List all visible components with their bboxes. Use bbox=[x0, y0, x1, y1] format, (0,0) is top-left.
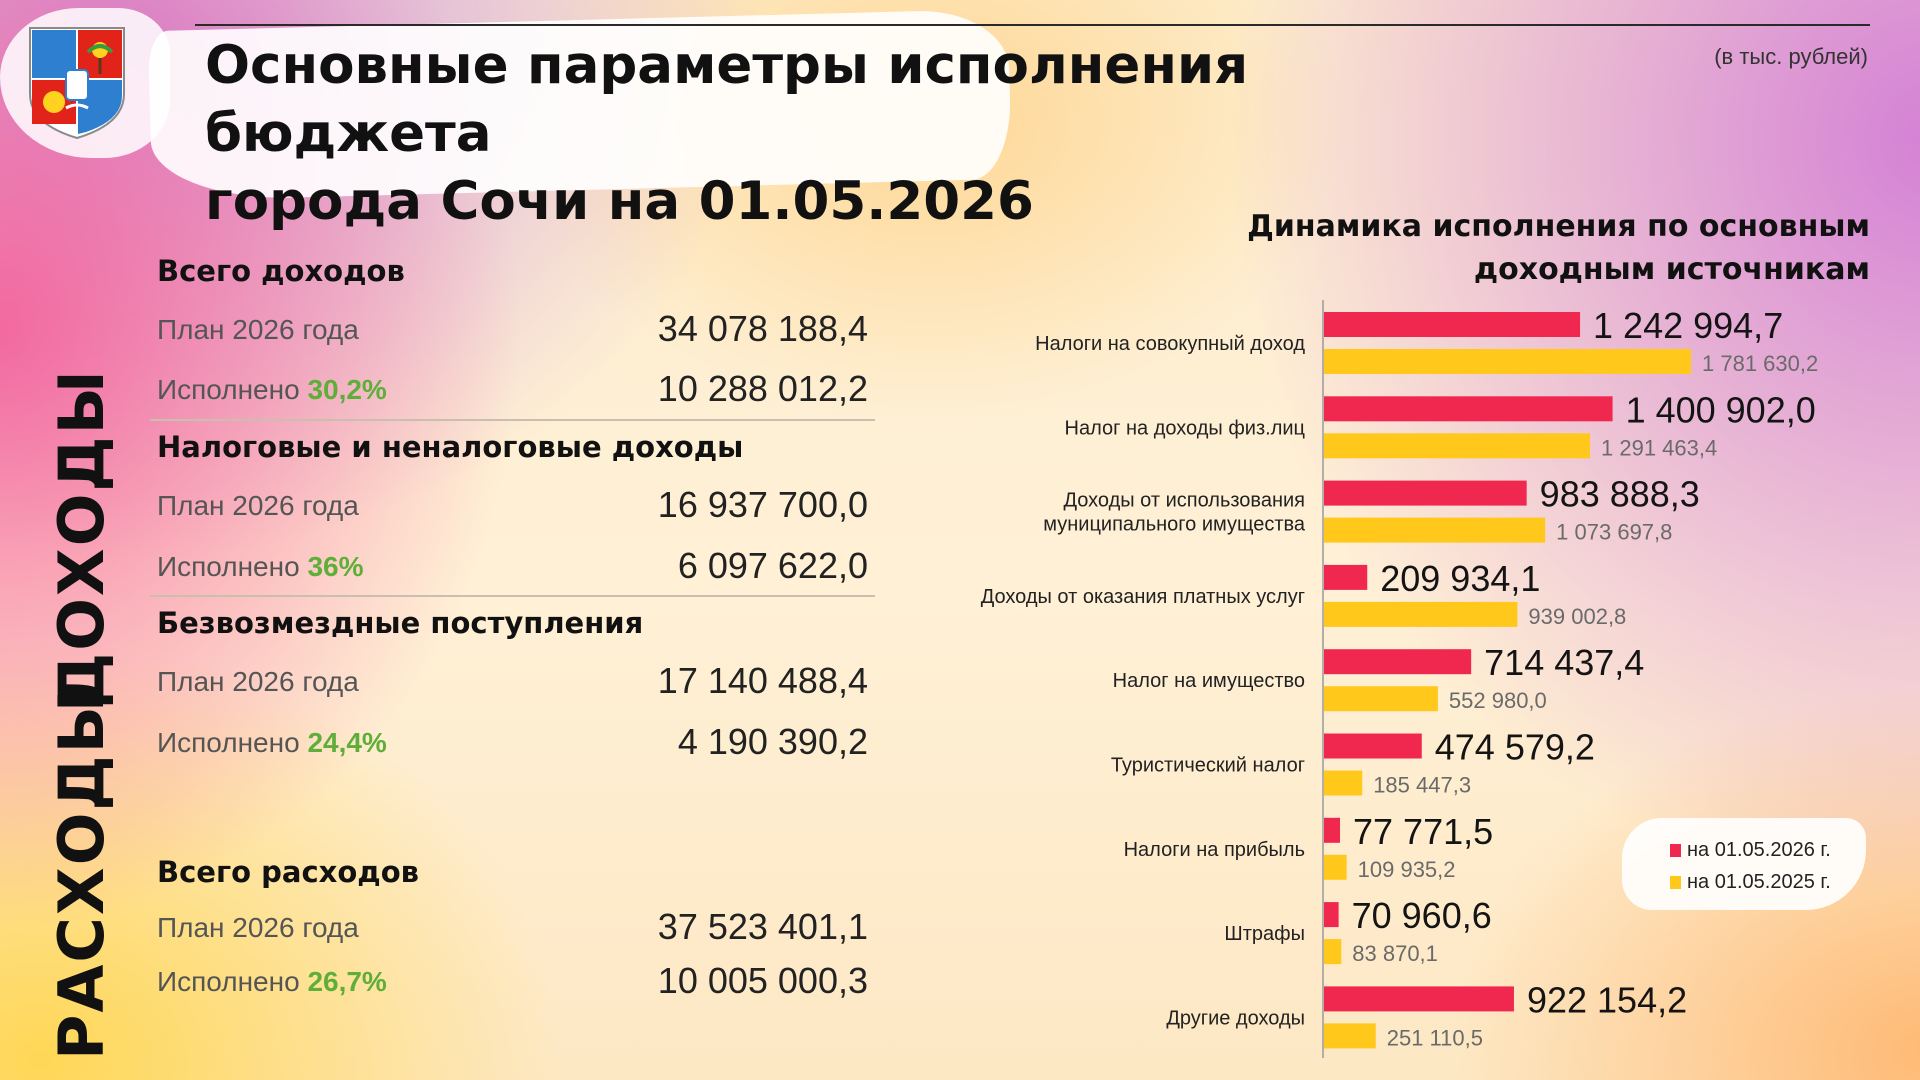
data-label-2025: 109 935,2 bbox=[1358, 857, 1456, 882]
legend-brush-background bbox=[1622, 818, 1866, 910]
data-label-2025: 185 447,3 bbox=[1373, 773, 1471, 798]
sochi-coat-of-arms-logo bbox=[29, 27, 125, 140]
bar-2025 bbox=[1324, 854, 1347, 880]
grants-done-label: Исполнено 24,4% bbox=[157, 727, 387, 759]
data-label-2025: 1 073 697,8 bbox=[1556, 520, 1672, 545]
category-label: Доходы от использования bbox=[1063, 490, 1305, 512]
legend-label-2026: на 01.05.2026 г. bbox=[1687, 838, 1831, 861]
data-label-2026: 77 771,5 bbox=[1353, 811, 1493, 852]
total-expense-title: Всего расходов bbox=[157, 855, 419, 889]
bar-2026 bbox=[1324, 733, 1422, 759]
done-label-text: Исполнено bbox=[157, 966, 300, 997]
chart-title-line-1: Динамика исполнения по основным bbox=[1247, 209, 1870, 244]
category-label: Штрафы bbox=[1224, 923, 1305, 945]
legend-label-2025: на 01.05.2025 г. bbox=[1687, 870, 1831, 893]
total-income-done-percent: 30,2% bbox=[307, 374, 387, 405]
data-label-2025: 1 291 463,4 bbox=[1601, 435, 1717, 460]
category-label: Налоги на совокупный доход bbox=[1035, 333, 1305, 355]
page-title-line-1: Основные параметры исполнения бюджета bbox=[205, 35, 1249, 164]
tax-income-done-label: Исполнено 36% bbox=[157, 551, 363, 583]
category-label: Налог на доходы физ.лиц bbox=[1065, 417, 1305, 439]
bar-2026 bbox=[1324, 480, 1527, 506]
bar-2026 bbox=[1324, 564, 1368, 590]
category-label: Налоги на прибыль bbox=[1124, 839, 1305, 861]
total-income-done-value: 10 288 012,2 bbox=[657, 368, 868, 409]
section-divider bbox=[150, 419, 875, 421]
data-label-2026: 474 579,2 bbox=[1435, 727, 1595, 768]
total-expense-done-percent: 26,7% bbox=[307, 966, 387, 997]
bar-2025 bbox=[1324, 601, 1518, 627]
legend-item-2025: на 01.05.2025 г. bbox=[1670, 866, 1831, 898]
data-label-2026: 983 888,3 bbox=[1540, 474, 1700, 515]
legend-swatch-2026 bbox=[1670, 843, 1681, 857]
chart-legend: на 01.05.2026 г. на 01.05.2025 г. bbox=[1670, 834, 1831, 898]
done-label-text: Исполнено bbox=[157, 374, 300, 405]
bar-2026 bbox=[1324, 396, 1613, 422]
chart-title: Динамика исполнения по основным доходным… bbox=[1247, 205, 1870, 291]
grants-done-percent: 24,4% bbox=[307, 727, 387, 758]
data-label-2025: 1 781 630,2 bbox=[1702, 351, 1818, 376]
bar-2025 bbox=[1324, 517, 1546, 543]
unit-note: (в тыс. рублей) bbox=[1714, 44, 1868, 69]
bar-2026 bbox=[1324, 817, 1341, 843]
grants-title: Безвозмездные поступления bbox=[157, 606, 644, 640]
data-label-2026: 1 242 994,7 bbox=[1593, 305, 1783, 346]
bar-2026 bbox=[1324, 649, 1472, 675]
chart-title-line-2: доходным источникам bbox=[1473, 252, 1870, 287]
bar-2025 bbox=[1324, 349, 1691, 374]
total-expense-plan-label: План 2026 года bbox=[157, 912, 359, 943]
data-label-2025: 552 980,0 bbox=[1449, 688, 1547, 713]
data-label-2026: 70 960,6 bbox=[1352, 895, 1492, 936]
data-label-2026: 1 400 902,0 bbox=[1626, 389, 1816, 430]
tax-income-title: Налоговые и неналоговые доходы bbox=[157, 430, 744, 464]
total-expense-done-value: 10 005 000,3 bbox=[657, 960, 868, 1001]
data-label-2026: 209 934,1 bbox=[1380, 558, 1540, 599]
data-label-2025: 251 110,5 bbox=[1387, 1025, 1483, 1050]
category-label: Налог на имущество bbox=[1113, 670, 1305, 692]
data-label-2026: 922 154,2 bbox=[1527, 979, 1687, 1020]
done-label-text: Исполнено bbox=[157, 727, 300, 758]
section-divider bbox=[150, 595, 875, 597]
page-title-line-2: города Сочи на 01.05.2026 bbox=[205, 171, 1034, 232]
total-income-plan-value: 34 078 188,4 bbox=[657, 308, 868, 349]
bar-2025 bbox=[1324, 686, 1438, 712]
total-income-title: Всего доходов bbox=[157, 254, 405, 288]
bar-2025 bbox=[1324, 770, 1363, 796]
bar-2025 bbox=[1324, 433, 1591, 459]
total-income-done-label: Исполнено 30,2% bbox=[157, 374, 387, 406]
grants-done-value: 4 190 390,2 bbox=[677, 721, 868, 762]
grants-plan-value: 17 140 488,4 bbox=[657, 660, 868, 701]
bar-2025 bbox=[1324, 939, 1342, 965]
bar-2026 bbox=[1324, 986, 1514, 1012]
tax-income-done-value: 6 097 622,0 bbox=[677, 545, 868, 586]
done-label-text: Исполнено bbox=[157, 551, 300, 582]
data-label-2025: 83 870,1 bbox=[1352, 941, 1438, 966]
tax-income-plan-label: План 2026 года bbox=[157, 490, 359, 521]
bar-2025 bbox=[1324, 1023, 1376, 1049]
total-income-plan-label: План 2026 года bbox=[157, 314, 359, 345]
bar-2026 bbox=[1324, 902, 1339, 928]
top-divider-line bbox=[195, 24, 1870, 26]
category-label: Другие доходы bbox=[1166, 1007, 1305, 1029]
category-label: муниципального имущества bbox=[1043, 514, 1306, 536]
total-expense-done-label: Исполнено 26,7% bbox=[157, 966, 387, 998]
page-title: Основные параметры исполнения бюджета го… bbox=[205, 32, 1525, 236]
category-label: Доходы от оказания платных услуг bbox=[981, 586, 1305, 608]
grants-plan-label: План 2026 года bbox=[157, 666, 359, 697]
legend-swatch-2025 bbox=[1670, 875, 1681, 889]
tax-income-plan-value: 16 937 700,0 bbox=[657, 484, 868, 525]
category-label: Туристический налог bbox=[1111, 755, 1305, 777]
data-label-2026: 714 437,4 bbox=[1484, 642, 1644, 683]
legend-item-2026: на 01.05.2026 г. bbox=[1670, 834, 1831, 866]
total-expense-plan-value: 37 523 401,1 bbox=[657, 906, 868, 947]
bar-2026 bbox=[1324, 312, 1581, 337]
data-label-2025: 939 002,8 bbox=[1528, 604, 1626, 629]
tax-income-done-percent: 36% bbox=[307, 551, 364, 582]
